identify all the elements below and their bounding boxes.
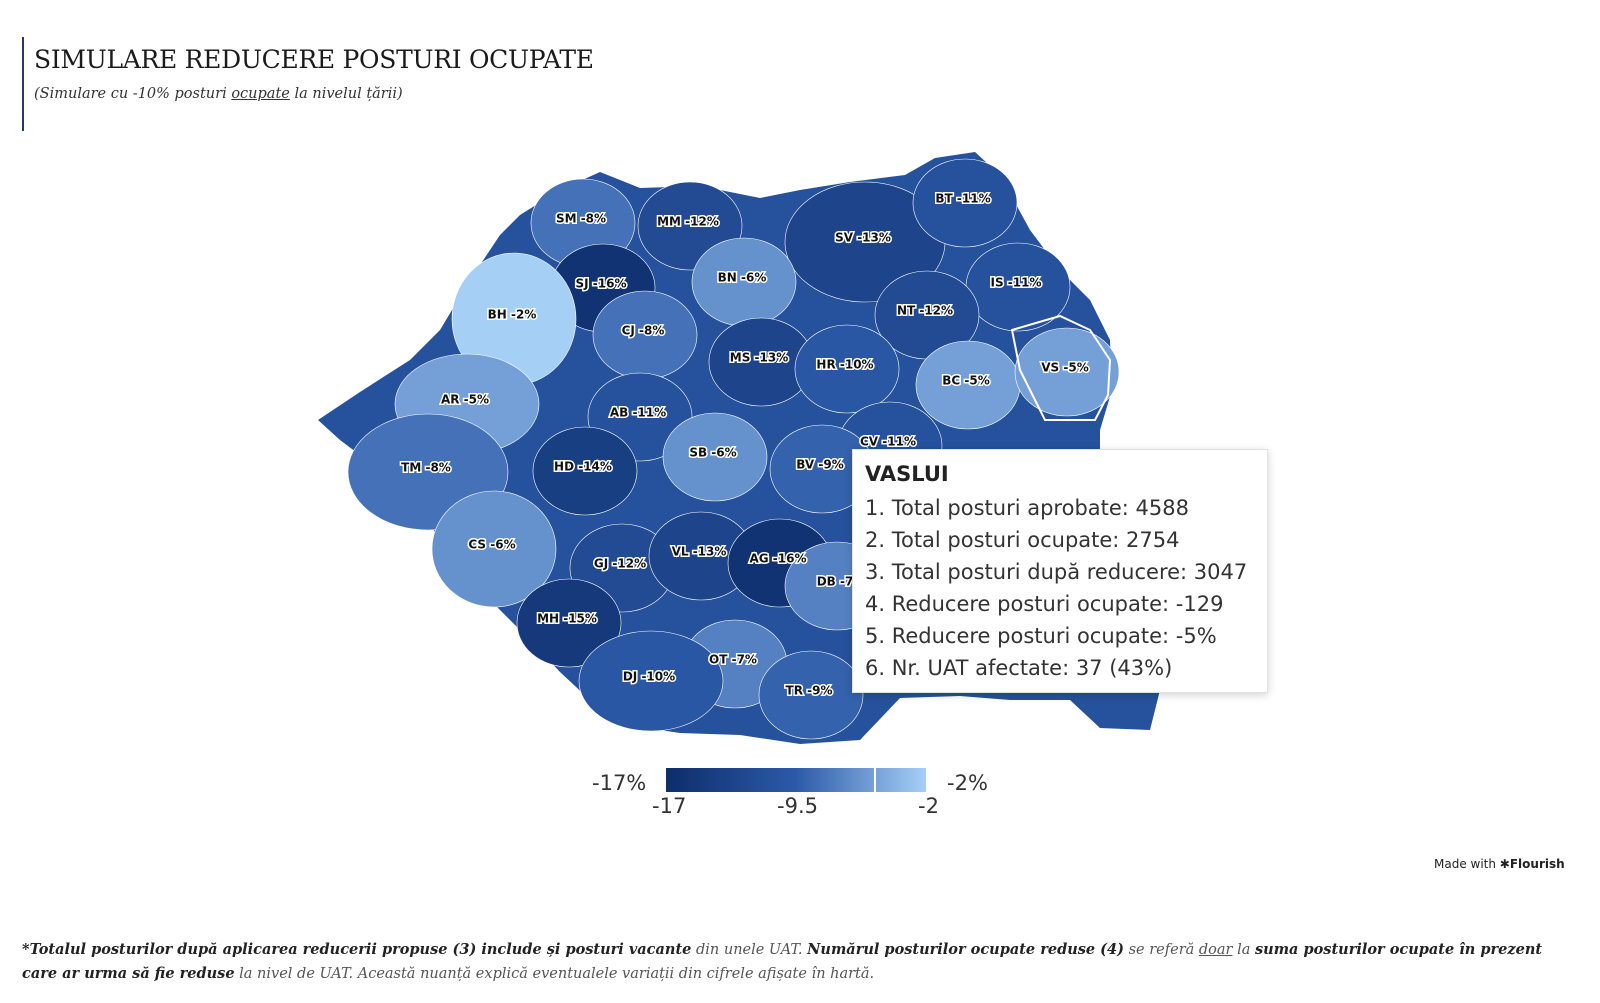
footnote: *Totalul posturilor după aplicarea reduc… [22, 938, 1562, 986]
footnote-part: *Totalul posturilor după aplicarea reduc… [22, 941, 692, 958]
county-label-ab: AB -11% [610, 406, 666, 420]
footnote-part: Numărul posturilor ocupate reduse (4) [807, 941, 1124, 958]
flourish-credit-link[interactable]: Made with ✱Flourish [1434, 857, 1565, 871]
county-label-mm: MM -12% [657, 215, 719, 229]
color-legend: -17% -2% -17 -9.5 -2 [560, 760, 1040, 830]
county-region-hd[interactable] [532, 426, 638, 516]
county-label-mh: MH -15% [537, 612, 597, 626]
county-label-dj: DJ -10% [623, 670, 675, 684]
county-label-hr: HR -10% [816, 358, 873, 372]
county-label-ag: AG -16% [749, 552, 806, 566]
county-region-cs[interactable] [431, 490, 557, 608]
county-region-dj[interactable] [578, 630, 724, 732]
county-label-cv: CV -11% [860, 435, 916, 449]
footnote-part: se referă [1124, 942, 1199, 958]
county-label-tr: TR -9% [786, 684, 833, 698]
footnote-part: doar [1198, 942, 1233, 958]
hovered-county-outline [1010, 314, 1112, 421]
tooltip-line: 6. Nr. UAT afectate: 37 (43%) [865, 656, 1173, 680]
legend-gradient-bar [666, 768, 926, 792]
legend-tick: -17 [652, 794, 687, 818]
county-region-sb[interactable] [662, 412, 768, 502]
county-label-sb: SB -6% [689, 446, 736, 460]
legend-max-label: -2% [947, 771, 988, 795]
tooltip-line: 4. Reducere posturi ocupate: -129 [865, 592, 1224, 616]
chart-header: SIMULARE REDUCERE POSTURI OCUPATE (Simul… [22, 37, 594, 131]
tooltip-line: 1. Total posturi aprobate: 4588 [865, 496, 1190, 520]
county-label-hd: HD -14% [554, 460, 612, 474]
subtitle-part2: la nivelul țării) [289, 86, 403, 102]
tooltip-line: 3. Total posturi după reducere: 3047 [865, 560, 1248, 584]
county-label-tm: TM -8% [401, 461, 451, 475]
county-tooltip: VASLUI 1. Total posturi aprobate: 4588 2… [852, 449, 1268, 693]
credit-prefix: Made with [1434, 857, 1500, 871]
footnote-part: din unele UAT. [691, 942, 808, 958]
county-label-sv: SV -13% [835, 231, 891, 245]
county-label-ot: OT -7% [709, 653, 757, 667]
tooltip-line: 5. Reducere posturi ocupate: -5% [865, 624, 1217, 648]
footnote-part: la nivel de UAT. Această nuanță explică … [234, 966, 875, 982]
footnote-part: suma posturilor ocupate în prezent care … [22, 941, 1543, 982]
county-region-mh[interactable] [516, 578, 622, 668]
chart-subtitle: (Simulare cu -10% posturi ocupate la niv… [34, 86, 594, 102]
county-region-vs[interactable] [1014, 327, 1120, 417]
county-region-bt[interactable] [912, 158, 1018, 248]
legend-tick: -9.5 [777, 794, 818, 818]
county-label-bv: BV -9% [796, 458, 843, 472]
county-label-ar: AR -5% [441, 393, 489, 407]
footnote-part: la [1232, 942, 1255, 958]
county-region-hr[interactable] [794, 324, 900, 414]
county-label-bh: BH -2% [488, 308, 537, 322]
chart-title: SIMULARE REDUCERE POSTURI OCUPATE [34, 45, 594, 74]
legend-min-label: -17% [592, 771, 647, 795]
county-label-db: DB -7 [817, 575, 854, 589]
county-region-tr[interactable] [758, 650, 864, 740]
county-label-ms: MS -13% [730, 351, 788, 365]
county-label-nt: NT -12% [897, 304, 953, 318]
legend-tick: -2 [918, 794, 939, 818]
county-label-sm: SM -8% [556, 212, 606, 226]
county-label-vs: VS -5% [1041, 361, 1088, 375]
county-label-cj: CJ -8% [622, 324, 665, 338]
county-label-bc: BC -5% [942, 374, 989, 388]
tooltip-line: 2. Total posturi ocupate: 2754 [865, 528, 1180, 552]
tooltip-title: VASLUI [865, 462, 949, 486]
county-label-bt: BT -11% [935, 192, 990, 206]
county-label-sj: SJ -16% [576, 277, 627, 291]
legend-hover-marker [874, 768, 876, 792]
county-label-is: IS -11% [991, 276, 1042, 290]
county-label-bn: BN -6% [718, 271, 767, 285]
county-label-cs: CS -6% [468, 538, 515, 552]
subtitle-underlined: ocupate [231, 86, 290, 102]
county-label-gj: GJ -12% [594, 557, 646, 571]
flourish-logo: ✱Flourish [1499, 857, 1565, 871]
county-label-vl: VL -13% [672, 545, 727, 559]
subtitle-part1: (Simulare cu -10% posturi [34, 86, 232, 102]
